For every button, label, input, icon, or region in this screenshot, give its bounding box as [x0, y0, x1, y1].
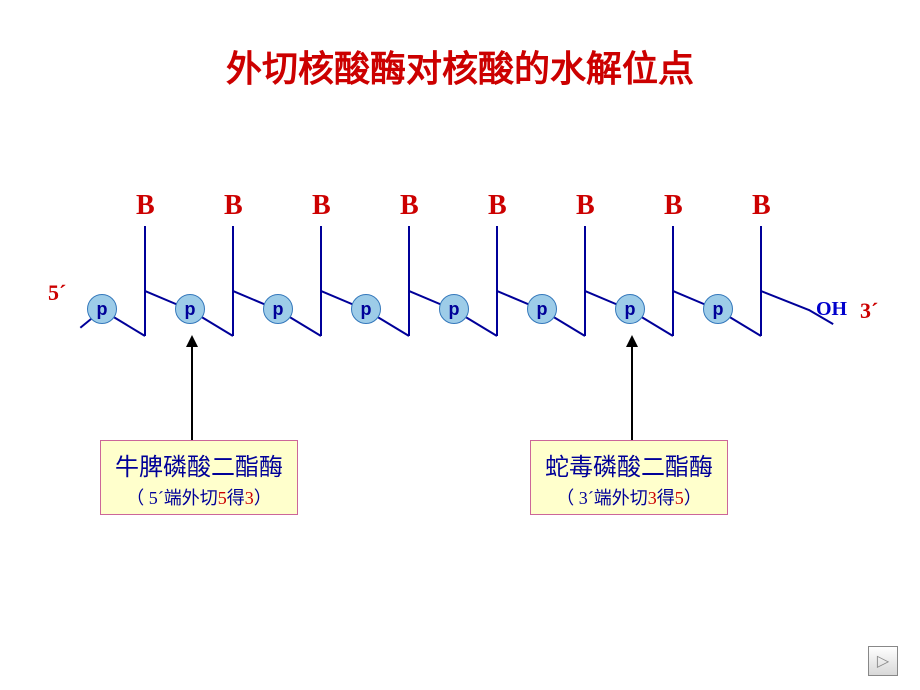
base-label: B: [312, 190, 331, 222]
backbone-segment: [584, 226, 586, 336]
end-5-label: 5´: [48, 280, 66, 306]
enzyme-box-1: 蛇毒磷酸二酯酶（ 3´端外切3得5）: [530, 440, 728, 515]
arrow-head-icon: [626, 335, 638, 347]
phosphate-circle: p: [527, 294, 557, 324]
phosphate-circle: p: [87, 294, 117, 324]
enzyme-name: 蛇毒磷酸二酯酶: [545, 447, 713, 482]
chevron-right-icon: ▷: [877, 651, 889, 671]
base-label: B: [664, 190, 683, 222]
backbone-segment: [408, 226, 410, 336]
oh-label: OH: [816, 298, 847, 321]
end-3-label: 3´: [860, 298, 878, 324]
phosphate-circle: p: [351, 294, 381, 324]
base-label: B: [576, 190, 595, 222]
backbone-segment: [320, 226, 322, 336]
backbone-segment: [232, 226, 234, 336]
arrow-head-icon: [186, 335, 198, 347]
backbone-segment: [144, 226, 146, 336]
next-slide-button[interactable]: ▷: [868, 646, 898, 676]
phosphate-circle: p: [439, 294, 469, 324]
base-label: B: [400, 190, 419, 222]
nucleic-acid-diagram: Bp Bp Bp Bp Bp Bp Bp Bp 5´ 3´ OH 牛脾磷酸二酯酶（ 5´端外切5得3）…: [0, 0, 920, 690]
backbone-segment: [496, 226, 498, 336]
phosphate-circle: p: [615, 294, 645, 324]
backbone-segment: [761, 290, 810, 311]
backbone-segment: [631, 344, 633, 441]
backbone-segment: [191, 344, 193, 441]
base-label: B: [752, 190, 771, 222]
phosphate-circle: p: [175, 294, 205, 324]
backbone-segment: [672, 226, 674, 336]
enzyme-name: 牛脾磷酸二酯酶: [115, 447, 283, 482]
enzyme-box-0: 牛脾磷酸二酯酶（ 5´端外切5得3）: [100, 440, 298, 515]
enzyme-desc: （ 5´端外切5得3）: [115, 484, 283, 510]
enzyme-desc: （ 3´端外切3得5）: [545, 484, 713, 510]
base-label: B: [136, 190, 155, 222]
backbone-segment: [760, 226, 762, 336]
base-label: B: [488, 190, 507, 222]
base-label: B: [224, 190, 243, 222]
phosphate-circle: p: [703, 294, 733, 324]
phosphate-circle: p: [263, 294, 293, 324]
